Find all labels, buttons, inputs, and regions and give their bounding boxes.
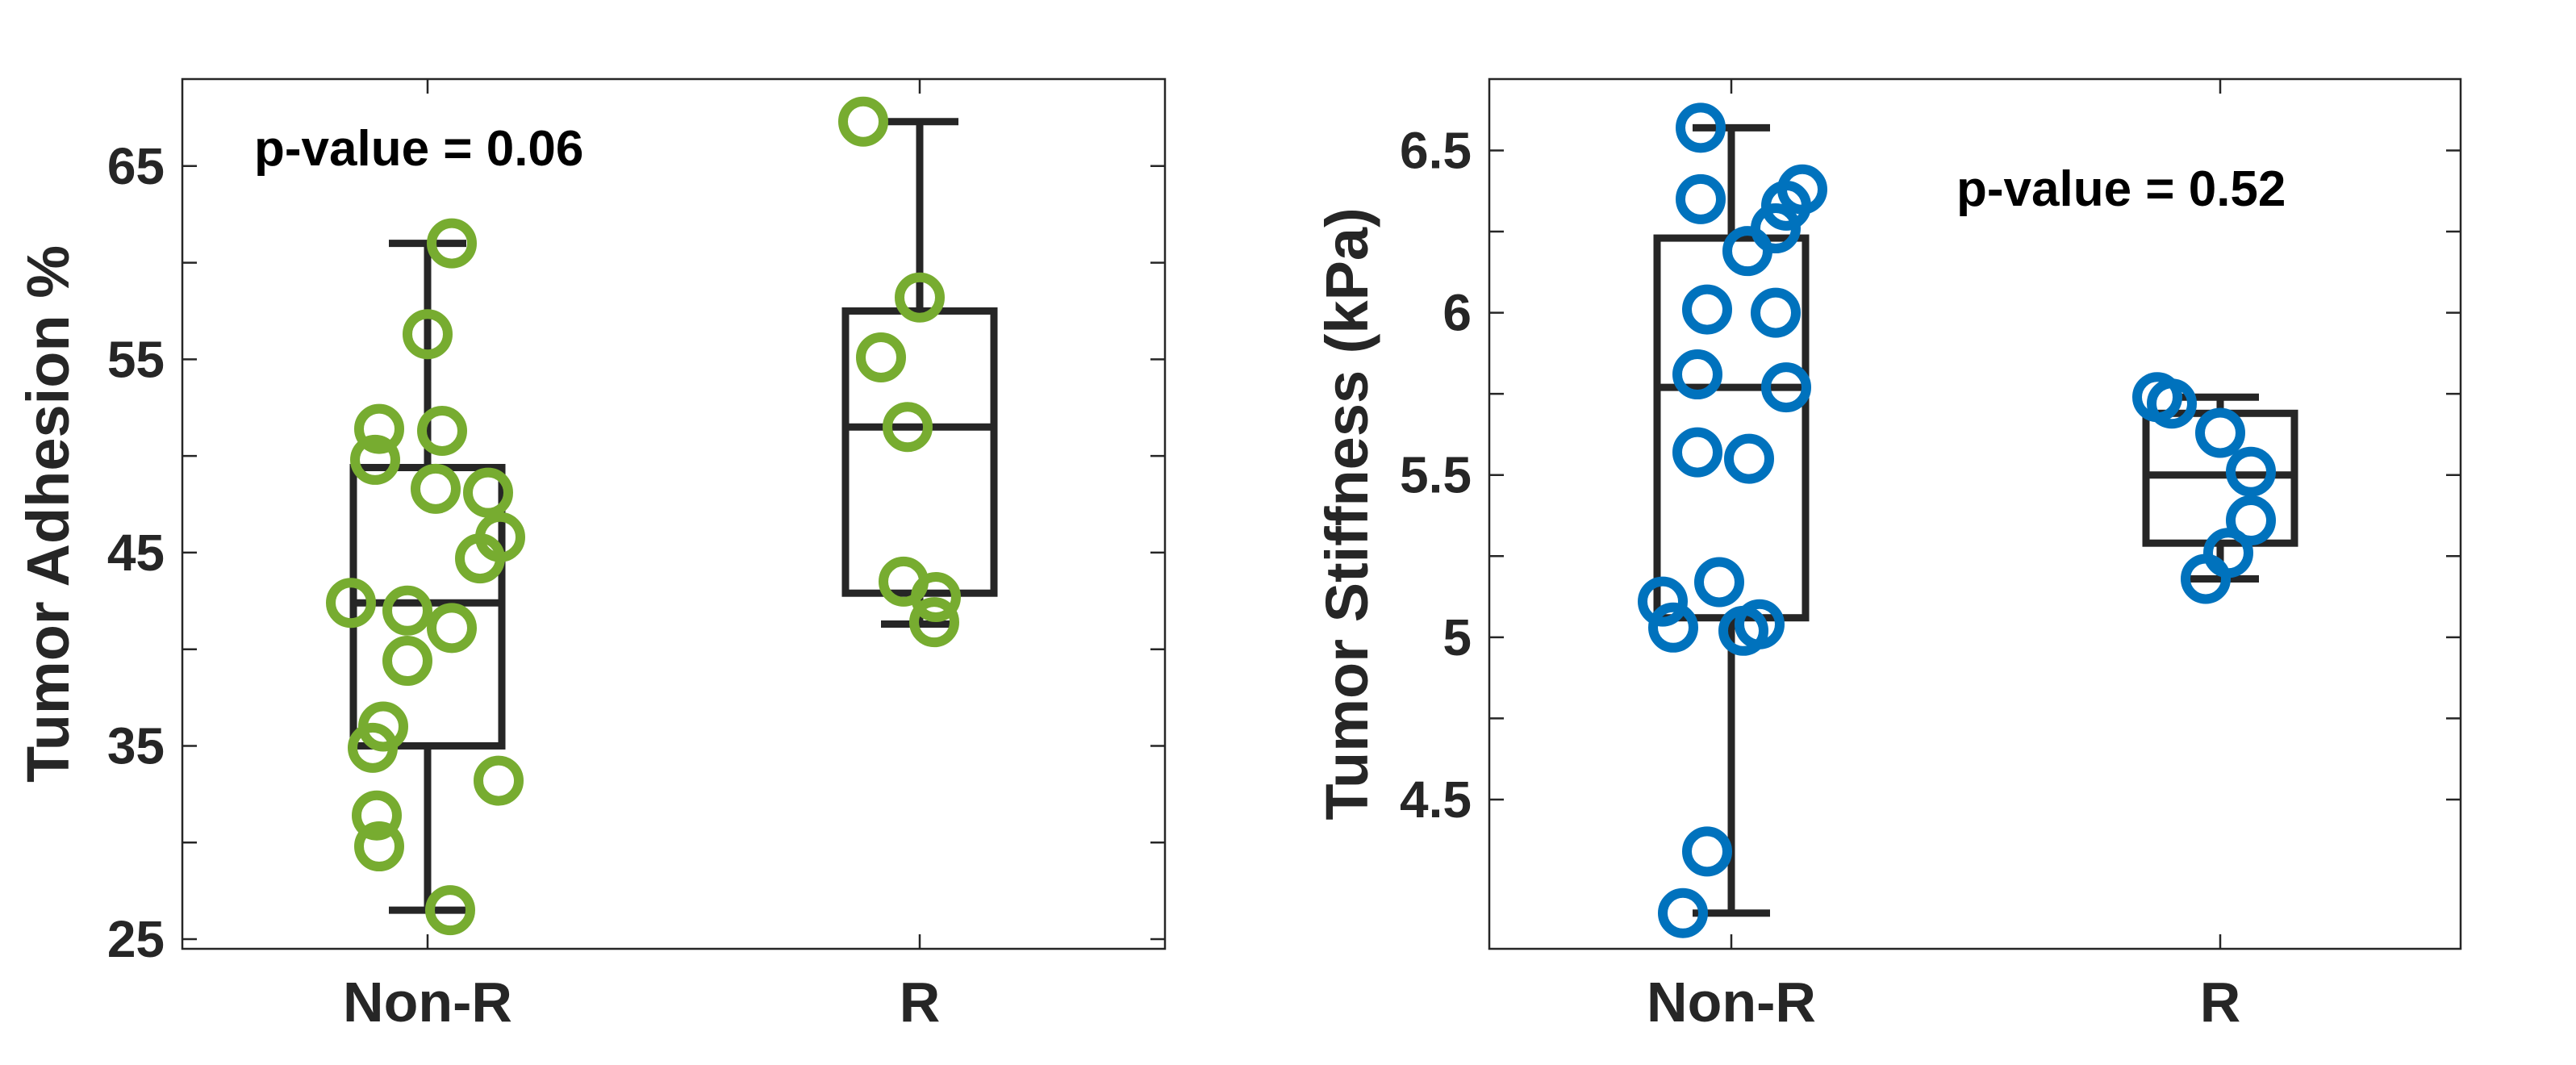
y-tick-label: 45 xyxy=(107,524,165,582)
data-point xyxy=(1751,287,1801,338)
data-point xyxy=(1682,826,1732,877)
data-point xyxy=(2195,407,2245,458)
y-tick-label: 5 xyxy=(1442,608,1472,666)
data-point xyxy=(2147,378,2197,429)
data-point xyxy=(1658,888,1708,938)
x-tick-label: R xyxy=(900,971,941,1034)
data-point xyxy=(326,578,376,629)
data-point xyxy=(1638,576,1688,627)
data-point xyxy=(2226,446,2276,497)
data-point xyxy=(1761,362,1811,413)
data-point xyxy=(382,636,432,687)
data-point xyxy=(2226,495,2276,546)
data-point xyxy=(856,332,906,382)
data-point xyxy=(838,96,888,147)
y-tick-label: 6 xyxy=(1442,284,1472,342)
chart-1: 25 35 45 55 65 Non-R R Tumor Adhesion % p-value … xyxy=(15,77,1167,1034)
data-point xyxy=(1724,433,1774,484)
data-point xyxy=(352,790,402,841)
data-point xyxy=(1676,102,1726,153)
y-tick-label: 5.5 xyxy=(1400,446,1472,504)
data-point xyxy=(1682,284,1732,335)
p-value-annotation: p-value = 0.52 xyxy=(1956,161,2286,217)
data-point xyxy=(382,585,432,636)
p-value-annotation: p-value = 0.06 xyxy=(254,121,583,177)
data-point xyxy=(463,467,513,518)
data-point xyxy=(895,272,945,323)
y-tick-label: 4.5 xyxy=(1400,771,1472,829)
y-tick-label: 35 xyxy=(107,716,165,775)
data-point xyxy=(911,572,961,623)
data-point xyxy=(474,755,524,806)
data-point xyxy=(1672,427,1722,478)
data-point xyxy=(909,597,959,648)
x-tick-label: Non-R xyxy=(1647,971,1816,1034)
data-point xyxy=(1718,605,1768,656)
data-point xyxy=(1648,602,1698,653)
data-point xyxy=(425,885,475,936)
data-point xyxy=(354,821,404,872)
chart-2: 4.5 5 5.5 6 6.5 Non-R R Tumor Stiffness (kPa) p-… xyxy=(1313,77,2462,1034)
data-point xyxy=(354,403,404,454)
data-point xyxy=(2181,553,2231,604)
y-axis-label: Tumor Stiffness (kPa) xyxy=(1313,207,1380,820)
y-tick-label: 6.5 xyxy=(1400,121,1472,179)
data-point xyxy=(411,463,461,514)
data-point xyxy=(350,434,400,485)
data-point xyxy=(427,218,477,269)
y-tick-label: 25 xyxy=(107,910,165,968)
plot-area-frame xyxy=(181,77,1167,950)
data-point xyxy=(1676,173,1726,224)
data-point xyxy=(2203,528,2253,578)
x-tick-label: Non-R xyxy=(343,971,512,1034)
data-point xyxy=(427,603,477,654)
data-point xyxy=(417,405,467,456)
data-point xyxy=(1722,226,1772,277)
y-axis-label: Tumor Adhesion % xyxy=(15,245,81,783)
data-point xyxy=(455,533,505,584)
data-point xyxy=(883,402,933,453)
data-point xyxy=(348,722,398,773)
x-tick-label: R xyxy=(2200,971,2241,1034)
data-point xyxy=(403,309,453,360)
plot-area-frame xyxy=(1488,77,2462,950)
data-point xyxy=(1694,557,1744,608)
data-point xyxy=(1672,349,1722,400)
y-tick-label: 55 xyxy=(107,330,165,388)
y-tick-label: 65 xyxy=(107,137,165,195)
iqr-box xyxy=(841,307,998,597)
